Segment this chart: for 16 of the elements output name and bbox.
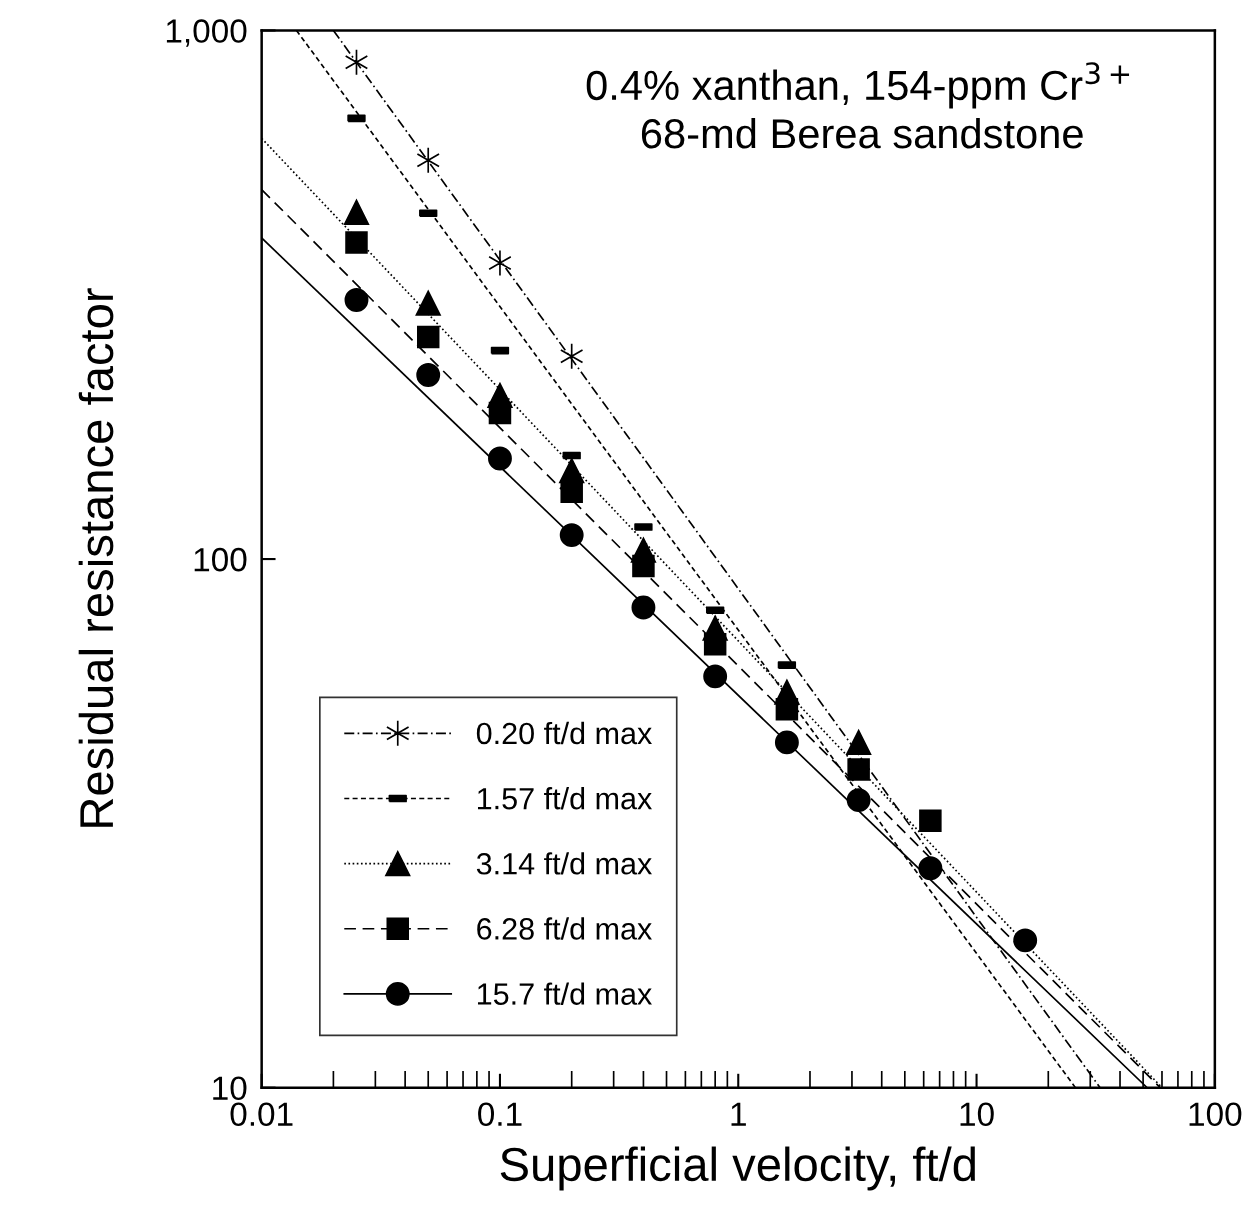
- y-tick-label: 10: [213, 1076, 247, 1101]
- x-axis-title: Superficial velocity, ft/d: [500, 1146, 975, 1191]
- annotation: 0.4% xanthan, 154-ppm Cr$^{3+}$ 68-md Berea sandstone: [586, 62, 1130, 149]
- legend-label: 0.20 ft/d max: [476, 721, 652, 745]
- y-axis-title: Residual resistance factor: [78, 288, 114, 827]
- x-tick-label: 1: [731, 1102, 746, 1126]
- x-tick-label: 0.1: [478, 1102, 522, 1127]
- x-tick-label: 100: [1189, 1102, 1242, 1127]
- x-tick-label: 0.01: [230, 1102, 293, 1127]
- x-tick-label: 10: [960, 1102, 994, 1127]
- legend-label: 3.14 ft/d max: [476, 852, 652, 875]
- legend-label: 6.28 ft/d max: [477, 917, 652, 940]
- y-tick-label: 100: [194, 547, 247, 572]
- legend-label: 1.57 ft/d max: [477, 787, 652, 810]
- legend-label: 15.7 ft/d max: [477, 982, 652, 1005]
- y-tick-label: 1,000: [166, 19, 247, 47]
